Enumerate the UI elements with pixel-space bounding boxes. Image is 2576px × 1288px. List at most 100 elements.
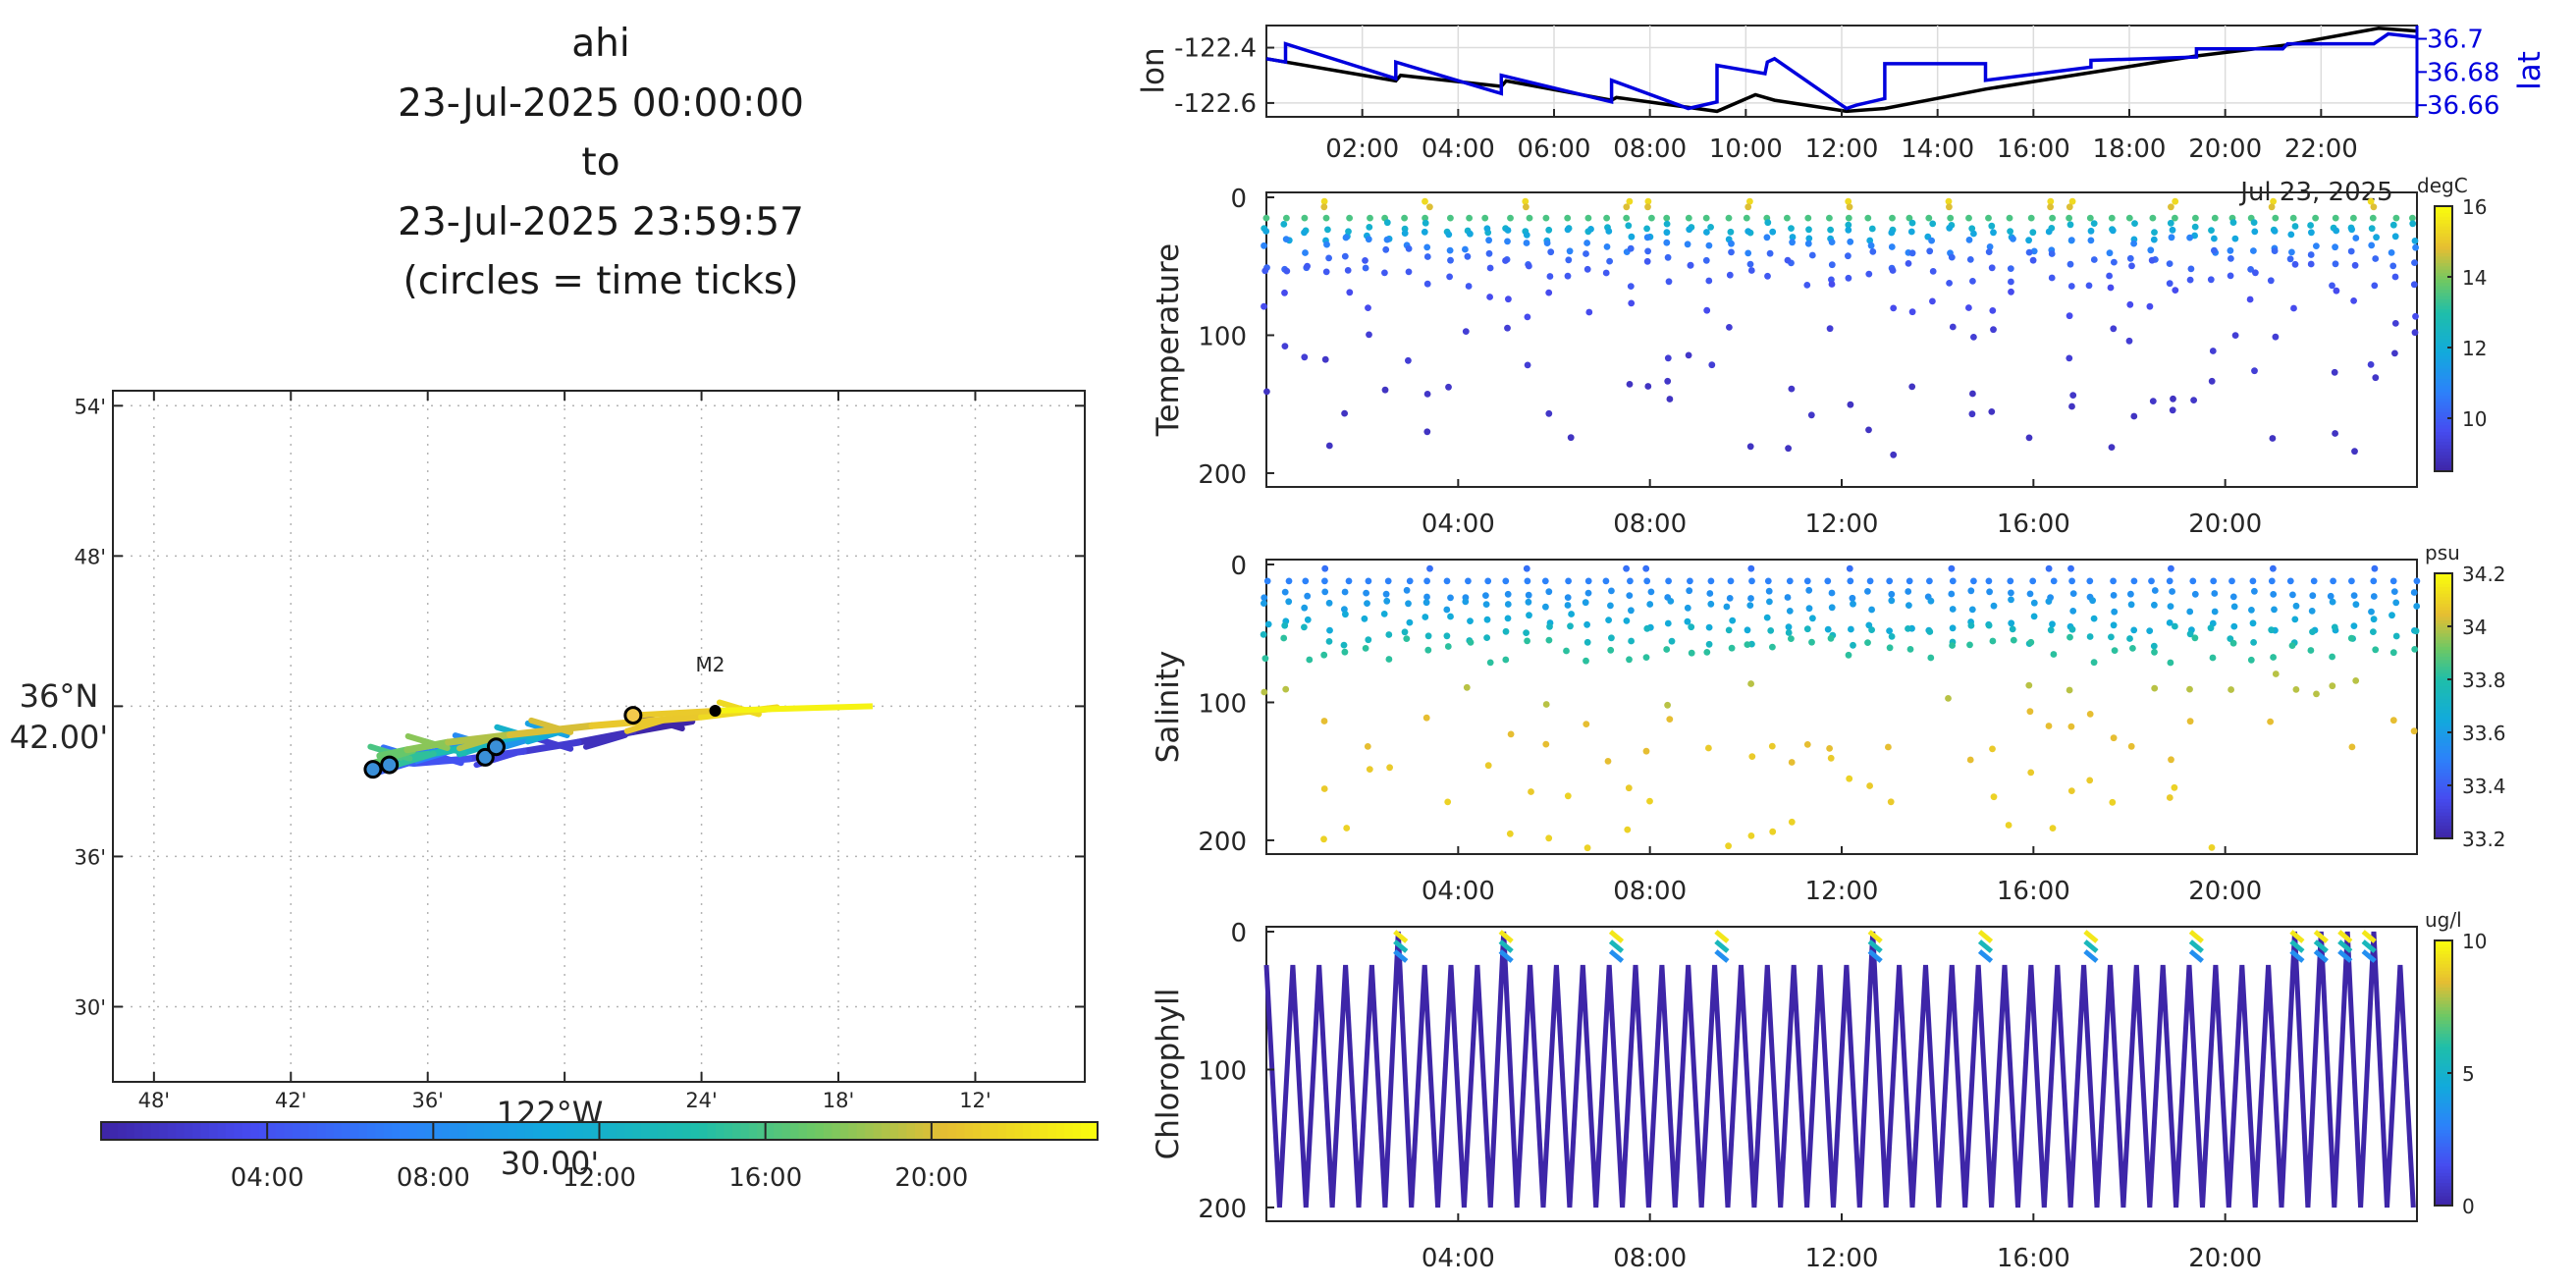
- temperature-point: [1524, 361, 1531, 369]
- temperature-colorbar-cell: [2435, 335, 2452, 340]
- salinity-point: [1285, 598, 1293, 606]
- salinity-point: [1905, 602, 1912, 609]
- salinity-colorbar-cell: [2435, 646, 2452, 651]
- temperature-colorbar-cell: [2435, 418, 2452, 422]
- temperature-point: [1665, 278, 1673, 286]
- salinity-point: [1467, 639, 1475, 646]
- salinity-point: [1545, 588, 1553, 596]
- temperature-point: [2391, 273, 2399, 281]
- chlorophyll-colorbar-cell: [2435, 1009, 2452, 1014]
- temperature-colorbar-cell: [2435, 349, 2452, 353]
- salinity-point: [1864, 639, 1871, 646]
- temperature-point: [1263, 388, 1270, 396]
- time-colorbar-cell: [865, 1122, 875, 1140]
- salinity-colorbar-cell: [2435, 742, 2452, 747]
- time-colorbar-cell: [325, 1122, 335, 1140]
- map-lon-tick-label: 36': [411, 1089, 444, 1112]
- salinity-point: [1306, 656, 1314, 664]
- salinity-point: [2086, 577, 2094, 585]
- salinity-point: [1563, 647, 1570, 655]
- salinity-colorbar-cell: [2435, 706, 2452, 710]
- salinity-point: [2228, 577, 2235, 585]
- temperature-point: [2367, 197, 2375, 205]
- salinity-point: [1990, 602, 1998, 610]
- chlorophyll-colorbar-cell: [2435, 1020, 2452, 1024]
- salinity-point: [2310, 577, 2318, 585]
- temperature-point: [1405, 268, 1413, 276]
- temperature-point: [2251, 367, 2258, 375]
- salinity-point: [1628, 637, 1635, 645]
- time-colorbar-cell: [632, 1122, 642, 1140]
- salinity-point: [1482, 592, 1489, 599]
- time-colorbar-cell: [101, 1122, 111, 1140]
- temperature-point: [1341, 409, 1348, 417]
- temperature-point: [1664, 253, 1672, 261]
- salinity-point: [1846, 564, 1853, 572]
- time-colorbar-cell: [798, 1122, 808, 1140]
- salinity-point: [1366, 766, 1373, 773]
- salinity-colorbar-cell: [2435, 716, 2452, 721]
- time-colorbar-tick-label: 16:00: [728, 1163, 802, 1193]
- lonlat-x-tick-label: 18:00: [2093, 134, 2167, 164]
- temperature-point: [2066, 312, 2073, 320]
- temperature-point: [1789, 239, 1796, 246]
- temperature-colorbar-cell: [2435, 236, 2452, 241]
- salinity-point: [1886, 644, 1894, 652]
- chlorophyll-y-tick-label: 100: [1198, 1056, 1247, 1086]
- temperature-point: [2090, 220, 2098, 228]
- salinity-point: [1384, 577, 1392, 585]
- temperature-colorbar-cell: [2435, 424, 2452, 429]
- temperature-colorbar-cell: [2435, 292, 2452, 296]
- salinity-point: [2209, 654, 2217, 662]
- temperature-point: [1985, 248, 1993, 255]
- salinity-colorbar-cell: [2435, 659, 2452, 664]
- time-colorbar-cell: [1039, 1122, 1048, 1140]
- temperature-colorbar-cell: [2435, 339, 2452, 343]
- salinity-point: [2045, 598, 2053, 605]
- temperature-point: [2066, 260, 2074, 268]
- temperature-point: [2271, 247, 2279, 254]
- chlorophyll-colorbar-cell: [2435, 1115, 2452, 1120]
- time-colorbar-cell: [640, 1122, 650, 1140]
- chlorophyll-surface-cap: [1714, 949, 1730, 963]
- salinity-colorbar-cell: [2435, 682, 2452, 687]
- temperature-point: [1423, 428, 1431, 436]
- salinity-point: [1364, 600, 1370, 607]
- time-colorbar-cell: [474, 1122, 484, 1140]
- time-colorbar-cell: [973, 1122, 983, 1140]
- salinity-point: [1604, 758, 1612, 765]
- salinity-colorbar-cell: [2435, 586, 2452, 591]
- temperature-point: [2025, 434, 2033, 442]
- temperature-ticks: 04:00 08:00 12:00 16:00 20:00 0 100 200: [1198, 185, 2262, 539]
- time-colorbar-cell: [757, 1122, 767, 1140]
- chlorophyll-surface-cap: [2289, 939, 2305, 953]
- salinity-point: [2067, 723, 2075, 730]
- temperature-point: [1644, 203, 1651, 211]
- salinity-colorbar-cell: [2435, 832, 2452, 836]
- temperature-point: [1663, 239, 1671, 246]
- salinity-colorbar-cell: [2435, 642, 2452, 647]
- temperature-point: [2409, 220, 2417, 228]
- temperature-point: [1346, 214, 1353, 222]
- salinity-point: [1868, 626, 1875, 633]
- temperature-x-tick-label: 04:00: [1422, 510, 1495, 539]
- temperature-point: [1805, 226, 1812, 234]
- temperature-point: [2167, 219, 2174, 227]
- salinity-colorbar-cell: [2435, 702, 2452, 707]
- salinity-point: [1948, 564, 1956, 572]
- temperature-point: [1567, 434, 1575, 442]
- temperature-point: [1708, 361, 1716, 369]
- chlorophyll-x-tick-label: 08:00: [1613, 1244, 1687, 1273]
- chlorophyll-colorbar-cell: [2435, 1049, 2452, 1054]
- temperature-point: [2290, 304, 2297, 312]
- chlorophyll-colorbar-cell: [2435, 1126, 2452, 1130]
- chlorophyll-surface-cap: [2083, 949, 2099, 963]
- salinity-point: [2008, 596, 2014, 604]
- salinity-point: [1320, 718, 1328, 724]
- chlorophyll-surface-cap: [1498, 949, 1514, 963]
- temperature-point: [1705, 277, 1713, 285]
- time-colorbar-tick-label: 08:00: [397, 1163, 470, 1193]
- salinity-point: [1803, 625, 1811, 633]
- time-colorbar-cell: [416, 1122, 426, 1140]
